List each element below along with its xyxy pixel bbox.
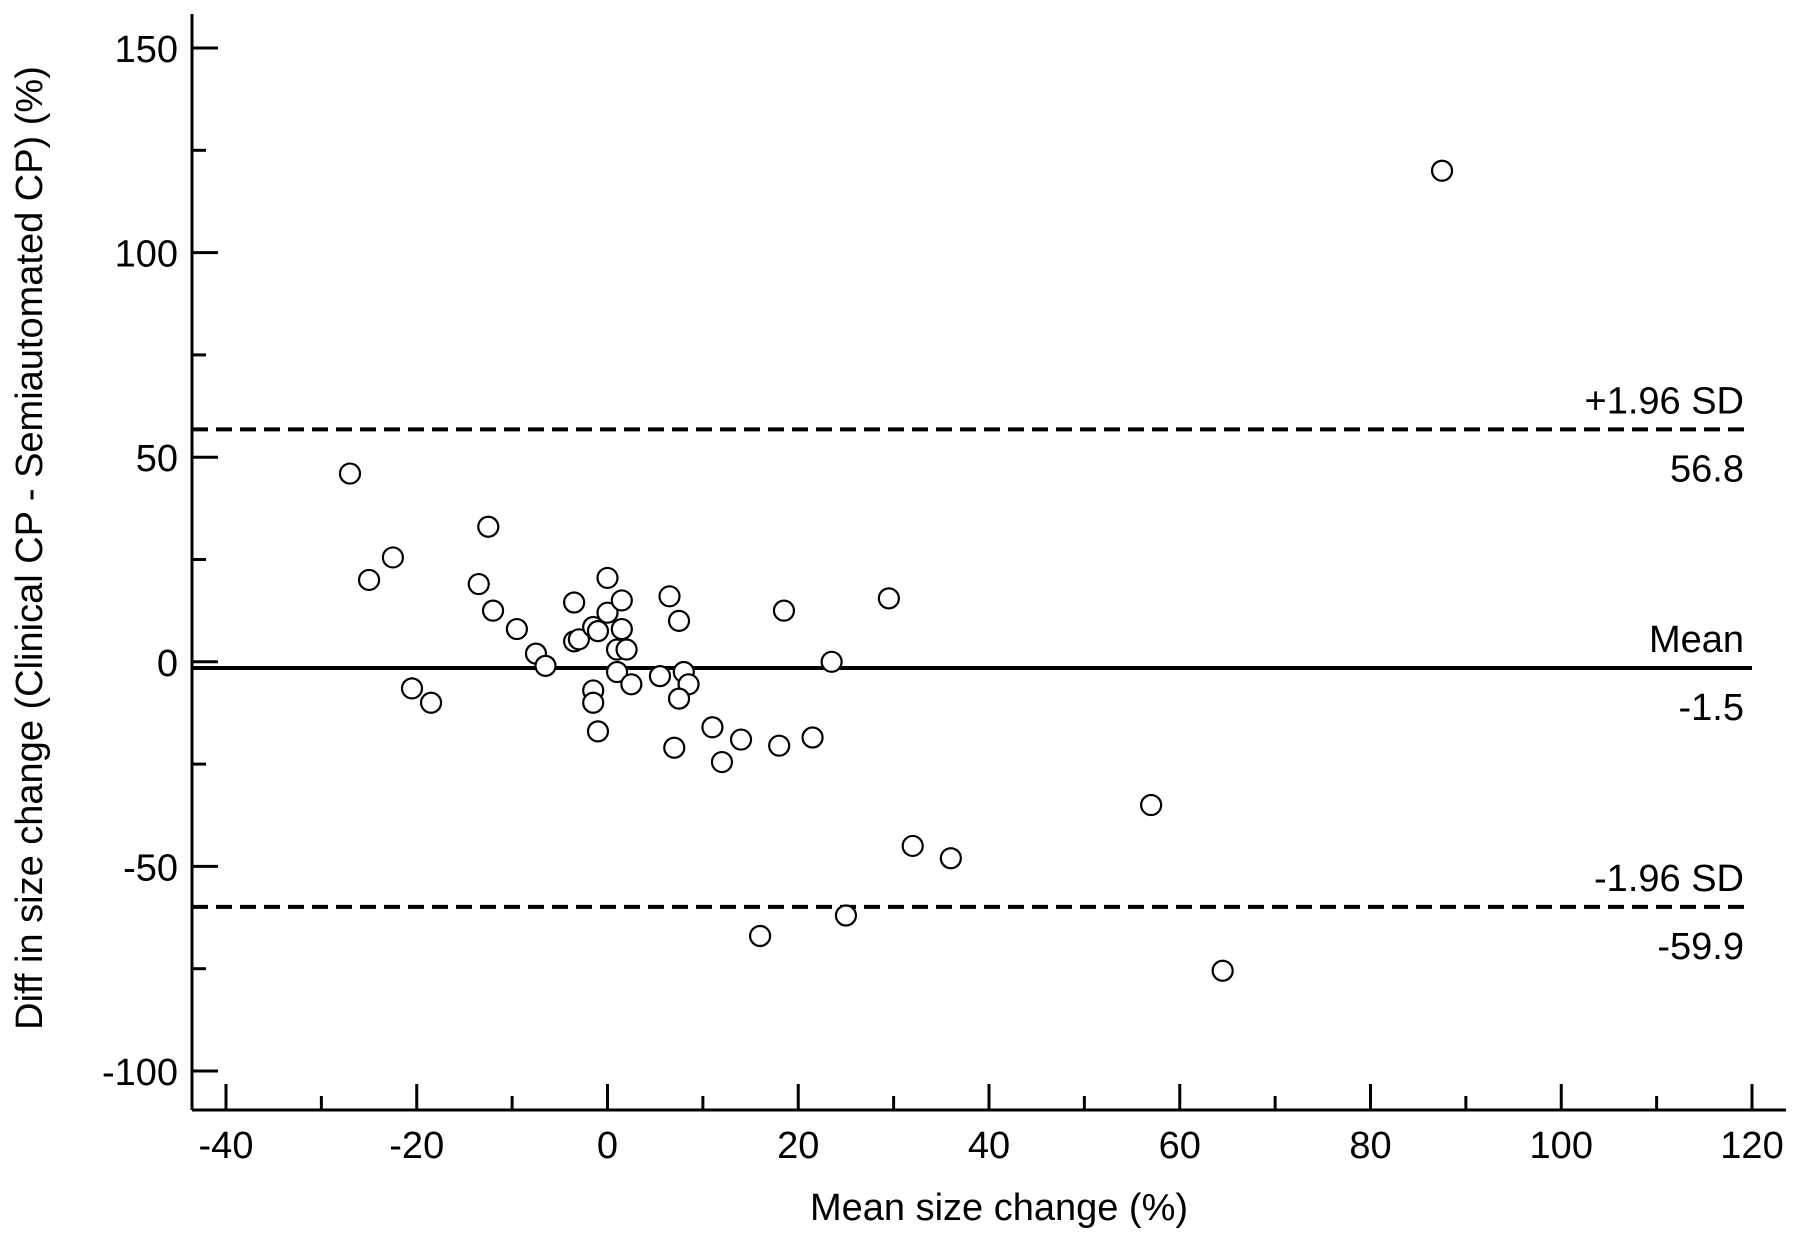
- data-point: [667, 687, 691, 710]
- data-point: [505, 617, 528, 641]
- data-point: [1211, 959, 1234, 982]
- data-point: [801, 726, 824, 749]
- x-tick-label: 0: [597, 1125, 618, 1167]
- data-point: [605, 660, 629, 684]
- data-point: [338, 462, 362, 485]
- reference-lines: [192, 427, 1752, 909]
- y-axis-ticks: -100 -50 0 50 100 150: [102, 29, 218, 1094]
- data-point: [820, 650, 843, 673]
- data-point: [663, 736, 686, 759]
- data-point: [615, 638, 638, 661]
- x-tick-label: 120: [1720, 1125, 1783, 1167]
- data-point: [477, 515, 500, 538]
- data-point: [901, 834, 924, 858]
- x-axis-ticks: -40 -20 0 20 40 60 80 100 120: [199, 1084, 1784, 1167]
- reference-line-labels: +1.96 SD 56.8 Mean -1.5 -1.96 SD -59.9: [1585, 380, 1745, 968]
- data-point: [748, 924, 772, 948]
- data-point: [586, 620, 610, 643]
- data-point: [1140, 793, 1163, 817]
- reference-line-name: +1.96 SD: [1585, 380, 1745, 422]
- data-point: [534, 654, 557, 677]
- reference-line-value: 56.8: [1670, 448, 1744, 490]
- data-point: [357, 568, 381, 592]
- y-tick-label: 50: [136, 438, 178, 480]
- x-tick-label: 20: [777, 1125, 819, 1167]
- data-point: [481, 599, 505, 622]
- data-point: [877, 587, 900, 610]
- data-point: [834, 904, 858, 927]
- y-axis-title: Diff in size change (Clinical CP - Semia…: [9, 66, 51, 1030]
- y-tick-label: 150: [115, 29, 178, 71]
- data-points: [338, 159, 1454, 982]
- data-point: [610, 617, 633, 641]
- x-tick-label: -40: [199, 1125, 254, 1167]
- data-point: [667, 609, 691, 632]
- data-point: [768, 734, 791, 757]
- data-point: [620, 673, 643, 696]
- data-point: [563, 591, 586, 614]
- x-tick-label: 100: [1530, 1125, 1593, 1167]
- x-tick-label: 80: [1349, 1125, 1391, 1167]
- data-point: [586, 720, 610, 743]
- y-tick-label: 100: [115, 234, 178, 276]
- data-point: [701, 716, 724, 739]
- data-point: [610, 589, 633, 612]
- y-tick-label: -100: [102, 1052, 178, 1094]
- reference-line-name: -1.96 SD: [1594, 858, 1744, 900]
- data-point: [400, 677, 424, 700]
- data-point: [567, 628, 590, 651]
- x-tick-label: 60: [1159, 1125, 1201, 1167]
- reference-line-value: -59.9: [1657, 926, 1744, 968]
- data-point: [939, 847, 962, 870]
- x-tick-label: -20: [389, 1125, 444, 1167]
- data-point: [772, 599, 796, 622]
- data-point: [467, 572, 490, 596]
- x-axis-title: Mean size change (%): [810, 1187, 1188, 1229]
- y-tick-label: -50: [123, 847, 178, 889]
- data-point: [381, 546, 405, 569]
- axes: [190, 14, 1786, 1112]
- data-point: [710, 750, 734, 774]
- y-tick-label: 0: [157, 643, 178, 685]
- data-point: [729, 728, 753, 751]
- data-point: [596, 601, 619, 624]
- data-point: [648, 665, 672, 688]
- reference-line-value: -1.5: [1679, 687, 1744, 729]
- data-point: [419, 691, 443, 714]
- x-tick-label: 40: [968, 1125, 1010, 1167]
- data-point: [582, 691, 605, 714]
- data-point: [1430, 159, 1454, 182]
- data-point: [596, 566, 619, 590]
- reference-line-name: Mean: [1649, 619, 1744, 661]
- data-point: [658, 585, 681, 608]
